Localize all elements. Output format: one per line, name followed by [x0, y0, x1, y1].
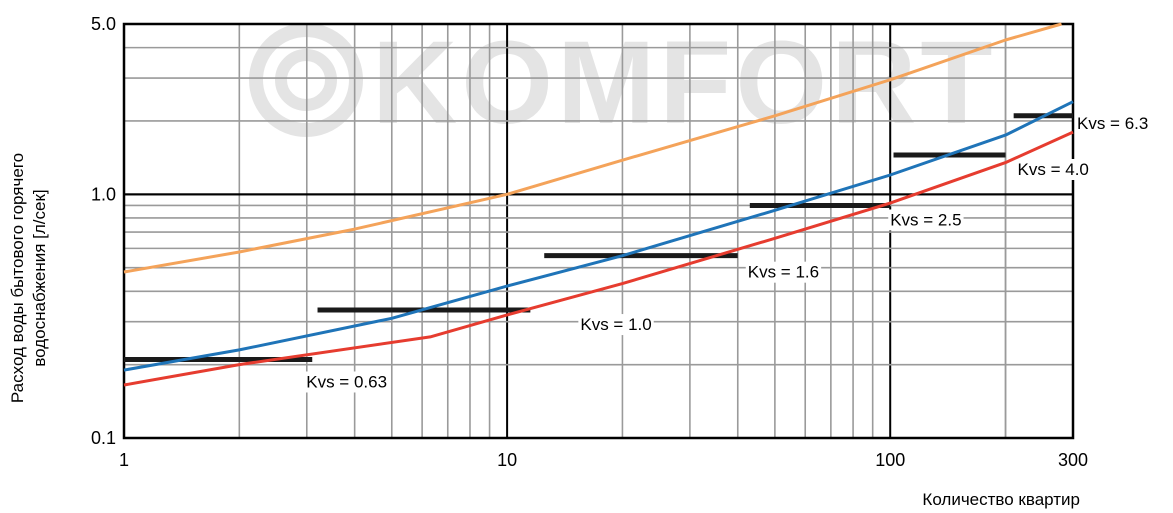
kvs-label-background	[888, 209, 964, 231]
kvs-label-background	[1015, 159, 1091, 181]
axis-labels: Количество квартир Расход воды бытового …	[8, 153, 1080, 509]
kvs-label: Kvs = 2.5	[890, 210, 961, 229]
tick-labels: 1 10 100 300 0.1 1.0 5.0	[91, 14, 1088, 470]
kvs-label: Kvs = 0.63	[306, 372, 387, 391]
series	[123, 22, 1074, 387]
watermark-text: KOMFORT	[372, 17, 996, 149]
y-tick-label: 5.0	[91, 14, 116, 34]
plot-frame	[122, 22, 1075, 440]
series-line	[123, 130, 1074, 387]
y-tick-label: 0.1	[91, 428, 116, 448]
grid	[122, 22, 1075, 440]
watermark: KOMFORT	[249, 17, 996, 149]
y-tick-label: 1.0	[91, 184, 116, 204]
x-tick-label: 300	[1058, 450, 1088, 470]
kvs-label: Kvs = 4.0	[1018, 160, 1089, 179]
y-axis-label-line-2: водоснабжения [л/сек]	[30, 189, 49, 366]
series-line	[123, 100, 1074, 372]
kvs-label-background	[304, 371, 390, 393]
x-tick-label: 1	[119, 450, 129, 470]
kvs-label: Kvs = 1.6	[748, 263, 819, 282]
x-tick-label: 10	[497, 450, 517, 470]
kvs-label-background	[578, 314, 654, 336]
kvs-label-background	[1075, 112, 1151, 134]
kvs-label: Kvs = 6.3	[1077, 114, 1148, 133]
kvs-label-background	[745, 261, 822, 283]
y-axis-label-line-1: Расход воды бытового горячего	[8, 153, 27, 403]
series-line	[123, 22, 1062, 274]
kvs-label: Kvs = 1.0	[580, 315, 651, 334]
x-tick-label: 100	[875, 450, 905, 470]
x-axis-label: Количество квартир	[922, 490, 1080, 509]
